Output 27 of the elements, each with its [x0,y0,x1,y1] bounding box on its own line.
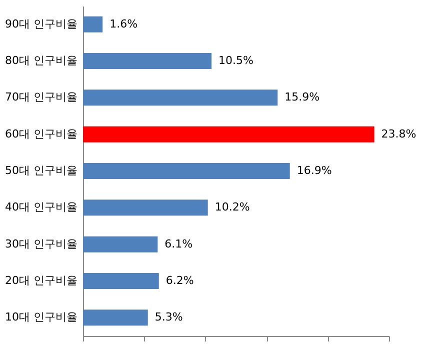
data-label: 15.9% [284,90,320,104]
bar [83,16,103,32]
data-label: 5.3% [154,310,183,324]
data-label: 10.2% [214,200,250,214]
data-label: 23.8% [381,127,416,140]
y-tick-label: 20대 인구비율 [5,274,78,287]
y-tick-label: 10대 인구비율 [5,310,78,324]
y-tick-label: 40대 인구비율 [5,200,78,214]
data-label: 6.2% [166,274,194,287]
y-tick-label: 30대 인구비율 [5,237,78,250]
data-label: 6.1% [164,237,193,250]
y-tick-label: 70대 인구비율 [5,90,78,104]
bar [83,273,159,289]
y-tick-label: 80대 인구비율 [5,54,78,67]
bar [83,90,278,106]
y-tick-label: 90대 인구비율 [5,17,78,30]
bar [83,310,148,326]
data-label: 16.9% [296,164,332,177]
bar [83,163,290,179]
y-tick-label: 50대 인구비율 [5,164,78,177]
data-label: 1.6% [110,17,138,30]
bar [83,53,212,69]
data-label: 10.5% [218,54,254,67]
y-tick-label: 60대 인구비율 [5,127,78,140]
bar [83,126,374,142]
bar [83,236,158,252]
bar [83,200,208,216]
